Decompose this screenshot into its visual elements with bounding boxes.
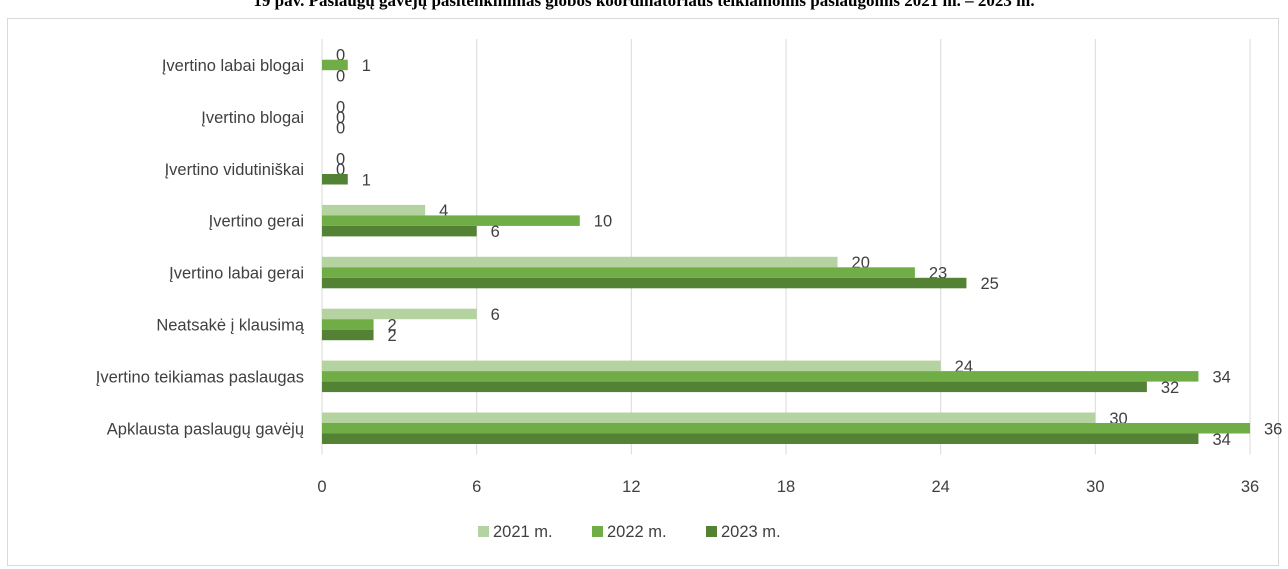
data-label: 0 bbox=[336, 46, 345, 64]
category-label: Apklausta paslaugų gavėjų bbox=[107, 420, 304, 438]
data-label: 25 bbox=[980, 275, 998, 293]
x-tick-label: 36 bbox=[1241, 478, 1259, 496]
legend-label: 2023 m. bbox=[721, 523, 781, 541]
bar bbox=[322, 360, 941, 372]
bar bbox=[322, 433, 1199, 444]
x-tick-label: 30 bbox=[1086, 478, 1104, 496]
data-label: 34 bbox=[1212, 368, 1230, 386]
legend-label: 2021 m. bbox=[493, 523, 553, 541]
bar bbox=[322, 412, 1096, 423]
data-label: 0 bbox=[336, 98, 345, 116]
data-label: 0 bbox=[336, 109, 345, 127]
bar bbox=[322, 308, 477, 320]
data-label: 1 bbox=[362, 171, 371, 189]
data-label: 10 bbox=[594, 213, 612, 231]
bar bbox=[322, 267, 915, 278]
category-label: Įvertino blogai bbox=[201, 109, 304, 127]
data-label: 2 bbox=[388, 327, 397, 345]
data-label: 2 bbox=[388, 316, 397, 334]
bar bbox=[322, 329, 374, 341]
bar bbox=[322, 277, 967, 289]
chart-area bbox=[7, 18, 1279, 566]
bar bbox=[322, 204, 426, 216]
bar bbox=[322, 319, 374, 330]
bar bbox=[322, 59, 348, 71]
legend-swatch bbox=[706, 526, 717, 537]
category-label: Įvertino vidutiniškai bbox=[165, 161, 304, 179]
chart-title: 19 pav. Paslaugų gavėjų pasitenkinimas g… bbox=[253, 0, 1035, 10]
data-label: 34 bbox=[1212, 431, 1230, 449]
category-label: Neatsakė į klausimą bbox=[156, 316, 304, 334]
legend-swatch bbox=[478, 526, 489, 537]
data-label: 0 bbox=[336, 119, 345, 137]
x-tick-label: 0 bbox=[317, 478, 326, 496]
x-tick-label: 12 bbox=[622, 478, 640, 496]
category-label: Įvertino labai gerai bbox=[169, 265, 304, 283]
bar bbox=[322, 174, 348, 185]
x-tick-label: 24 bbox=[931, 478, 949, 496]
x-tick-label: 18 bbox=[777, 478, 795, 496]
category-label: Įvertino gerai bbox=[209, 213, 304, 231]
bar bbox=[322, 215, 580, 226]
data-label: 4 bbox=[439, 202, 448, 220]
data-label: 0 bbox=[336, 67, 345, 85]
category-label: Įvertino labai blogai bbox=[162, 57, 304, 75]
data-label: 36 bbox=[1264, 420, 1282, 438]
bar bbox=[322, 371, 1199, 382]
data-label: 6 bbox=[491, 306, 500, 324]
data-label: 0 bbox=[336, 150, 345, 168]
x-tick-label: 6 bbox=[472, 478, 481, 496]
data-label: 0 bbox=[336, 161, 345, 179]
bar bbox=[322, 256, 838, 268]
bar bbox=[322, 381, 1147, 393]
legend-label: 2022 m. bbox=[607, 523, 667, 541]
legend-swatch bbox=[592, 526, 603, 537]
bar bbox=[322, 423, 1250, 434]
data-label: 6 bbox=[491, 223, 500, 241]
bar bbox=[322, 225, 477, 237]
data-label: 1 bbox=[362, 57, 371, 75]
category-label: Įvertino teikiamas paslaugas bbox=[96, 368, 304, 386]
data-label: 32 bbox=[1161, 379, 1179, 397]
